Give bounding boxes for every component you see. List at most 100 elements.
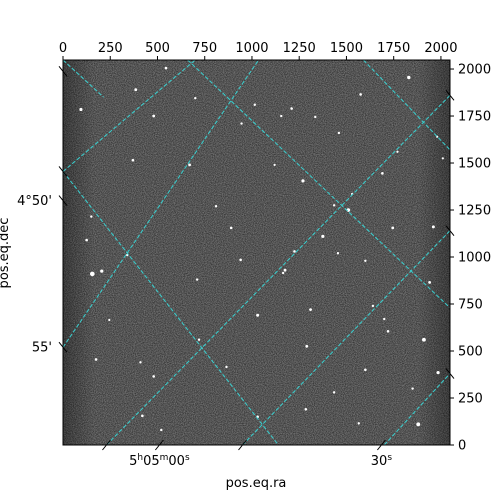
image-edge-shading bbox=[63, 60, 450, 445]
top-tick-label: 2000 bbox=[424, 41, 457, 56]
star bbox=[314, 115, 317, 119]
star bbox=[407, 75, 411, 80]
star bbox=[188, 163, 192, 167]
bottom-ra-axis: 5h05m00s 30s bbox=[102, 439, 393, 469]
bottom-tick-label: 5h05m00s bbox=[129, 453, 190, 469]
star bbox=[416, 422, 421, 427]
star bbox=[332, 391, 336, 394]
star bbox=[364, 368, 367, 372]
unit-superscript: m bbox=[160, 453, 169, 463]
star bbox=[436, 371, 440, 375]
star bbox=[131, 158, 135, 162]
right-tick-label: 2000 bbox=[458, 63, 491, 78]
left-tick bbox=[58, 166, 68, 177]
star bbox=[386, 329, 390, 333]
right-tick-label: 0 bbox=[458, 439, 466, 454]
star bbox=[85, 238, 88, 242]
top-tick-label: 1750 bbox=[377, 41, 410, 56]
star bbox=[253, 103, 256, 106]
dec-grid-line bbox=[363, 60, 450, 151]
star bbox=[197, 338, 201, 341]
tick-value: 30 bbox=[371, 454, 388, 469]
tick-value: 5 bbox=[129, 454, 137, 469]
star bbox=[411, 387, 414, 390]
dec-grid-line bbox=[63, 171, 279, 445]
star bbox=[371, 304, 375, 308]
left-tick-label: 55' bbox=[32, 341, 52, 356]
right-pixel-axis: 0 250 500 750 1000 1250 1500 1750 2000 bbox=[445, 63, 491, 454]
star bbox=[441, 157, 444, 160]
star bbox=[229, 226, 233, 230]
x-axis-label: pos.eq.ra bbox=[226, 476, 287, 491]
star bbox=[321, 234, 325, 238]
star bbox=[152, 114, 156, 118]
star bbox=[194, 96, 197, 100]
star bbox=[383, 317, 386, 321]
star bbox=[225, 365, 228, 369]
right-tick-label: 500 bbox=[458, 345, 483, 360]
star bbox=[431, 225, 435, 229]
star bbox=[305, 344, 309, 348]
star bbox=[134, 88, 138, 92]
star bbox=[79, 107, 83, 112]
ra-grid-line bbox=[242, 230, 450, 445]
star bbox=[89, 271, 95, 277]
star bbox=[422, 337, 426, 342]
left-tick bbox=[58, 65, 68, 77]
star bbox=[139, 361, 142, 364]
star bbox=[304, 407, 308, 411]
star bbox=[357, 422, 360, 425]
unit-superscript: s bbox=[387, 453, 392, 463]
star bbox=[336, 252, 340, 255]
star bbox=[364, 259, 367, 262]
right-tick-label: 750 bbox=[458, 298, 483, 313]
star bbox=[359, 93, 362, 96]
tick-value: 00 bbox=[168, 454, 185, 469]
top-pixel-axis: 0 250 500 750 1000 1250 1500 1750 2000 bbox=[59, 41, 457, 60]
star bbox=[283, 268, 287, 272]
bottom-tick bbox=[238, 439, 247, 451]
star bbox=[240, 122, 243, 125]
ra-grid-line bbox=[106, 94, 450, 445]
right-tick-label: 1500 bbox=[458, 157, 491, 172]
right-grid-tick bbox=[445, 368, 455, 379]
star bbox=[141, 414, 144, 418]
top-tick-label: 1250 bbox=[283, 41, 316, 56]
star bbox=[293, 250, 296, 253]
plot-frame bbox=[62, 59, 451, 446]
left-tick-label: 4°50' bbox=[17, 194, 52, 209]
left-dec-axis: 4°50' 55' bbox=[17, 65, 68, 356]
star bbox=[214, 205, 218, 208]
star bbox=[280, 114, 283, 118]
image-panel bbox=[63, 60, 450, 445]
bottom-tick bbox=[102, 439, 111, 451]
bottom-tick bbox=[377, 439, 386, 451]
ra-grid-line bbox=[63, 60, 260, 348]
coordinate-grid bbox=[63, 60, 450, 445]
star bbox=[381, 172, 384, 175]
right-tick-label: 1250 bbox=[458, 204, 491, 219]
star bbox=[90, 215, 93, 218]
star bbox=[239, 258, 242, 262]
star bbox=[164, 66, 168, 70]
top-tick-label: 250 bbox=[98, 41, 123, 56]
y-axis-label: pos.eq.dec bbox=[0, 218, 12, 289]
star bbox=[256, 313, 260, 317]
dec-grid-line bbox=[187, 60, 450, 309]
top-tick-label: 0 bbox=[59, 41, 67, 56]
unit-superscript: s bbox=[185, 453, 190, 463]
star bbox=[108, 318, 111, 322]
right-tick-label: 250 bbox=[458, 392, 483, 407]
top-tick-label: 500 bbox=[145, 41, 170, 56]
star bbox=[309, 308, 312, 312]
dec-grid-line bbox=[63, 60, 104, 98]
star bbox=[160, 428, 163, 432]
star bbox=[195, 278, 199, 281]
bottom-tick-label: 30s bbox=[371, 453, 393, 469]
ra-grid-line bbox=[63, 60, 196, 172]
star bbox=[396, 150, 399, 153]
star bbox=[273, 163, 276, 166]
ra-grid-line bbox=[383, 373, 450, 445]
star bbox=[152, 375, 156, 378]
